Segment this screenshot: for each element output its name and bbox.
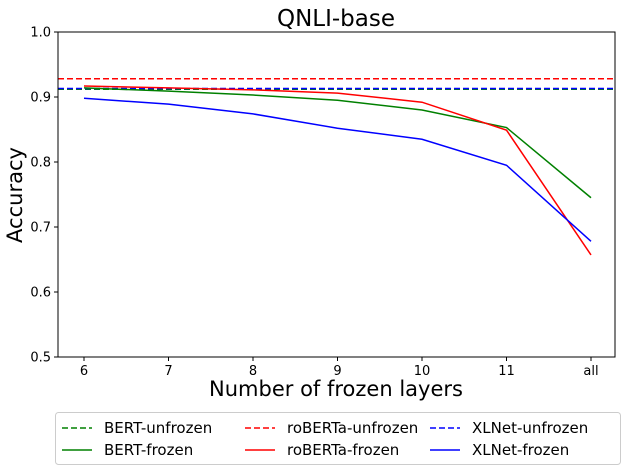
series-line-roberta-frozen	[83, 85, 592, 256]
chart-title: QNLI-base	[277, 6, 395, 32]
legend-frame	[55, 412, 621, 465]
x-tick-label: 9	[333, 364, 341, 379]
x-axis-label: Number of frozen layers	[209, 377, 463, 401]
y-tick-label: 0.6	[30, 286, 51, 301]
x-axis: 6 7 8 9 10 11 all	[80, 357, 599, 379]
series-line-xlnet-frozen	[83, 97, 592, 242]
y-tick-label: 1.0	[30, 26, 51, 41]
x-tick-label: 8	[249, 364, 257, 379]
y-axis-label: Accuracy	[3, 147, 27, 243]
legend-label-xlnet-unfrozen: XLNet-unfrozen	[472, 419, 588, 437]
legend-label-roberta-unfrozen: roBERTa-unfrozen	[287, 419, 418, 437]
x-tick-label: 6	[80, 364, 88, 379]
legend-label-bert-unfrozen: BERT-unfrozen	[104, 419, 212, 437]
x-tick-label: all	[583, 364, 598, 379]
series-line-bert-frozen	[83, 87, 592, 199]
legend-label-roberta-frozen: roBERTa-frozen	[287, 441, 399, 459]
legend-label-bert-frozen: BERT-frozen	[104, 441, 193, 459]
y-tick-label: 0.8	[30, 156, 51, 171]
y-tick-label: 0.7	[30, 221, 51, 236]
legend: BERT-unfrozen BERT-frozen roBERTa-unfrozen…	[55, 412, 621, 465]
plot-frame	[57, 31, 616, 358]
y-tick-label: 0.5	[30, 351, 51, 366]
y-axis: 0.5 0.6 0.7 0.8 0.9 1.0	[30, 26, 58, 366]
x-tick-label: 7	[164, 364, 172, 379]
plot-lines	[58, 78, 615, 256]
legend-label-xlnet-frozen: XLNet-frozen	[472, 441, 569, 459]
y-tick-label: 0.9	[30, 91, 51, 106]
x-tick-label: 11	[498, 364, 515, 379]
x-tick-label: 10	[414, 364, 431, 379]
